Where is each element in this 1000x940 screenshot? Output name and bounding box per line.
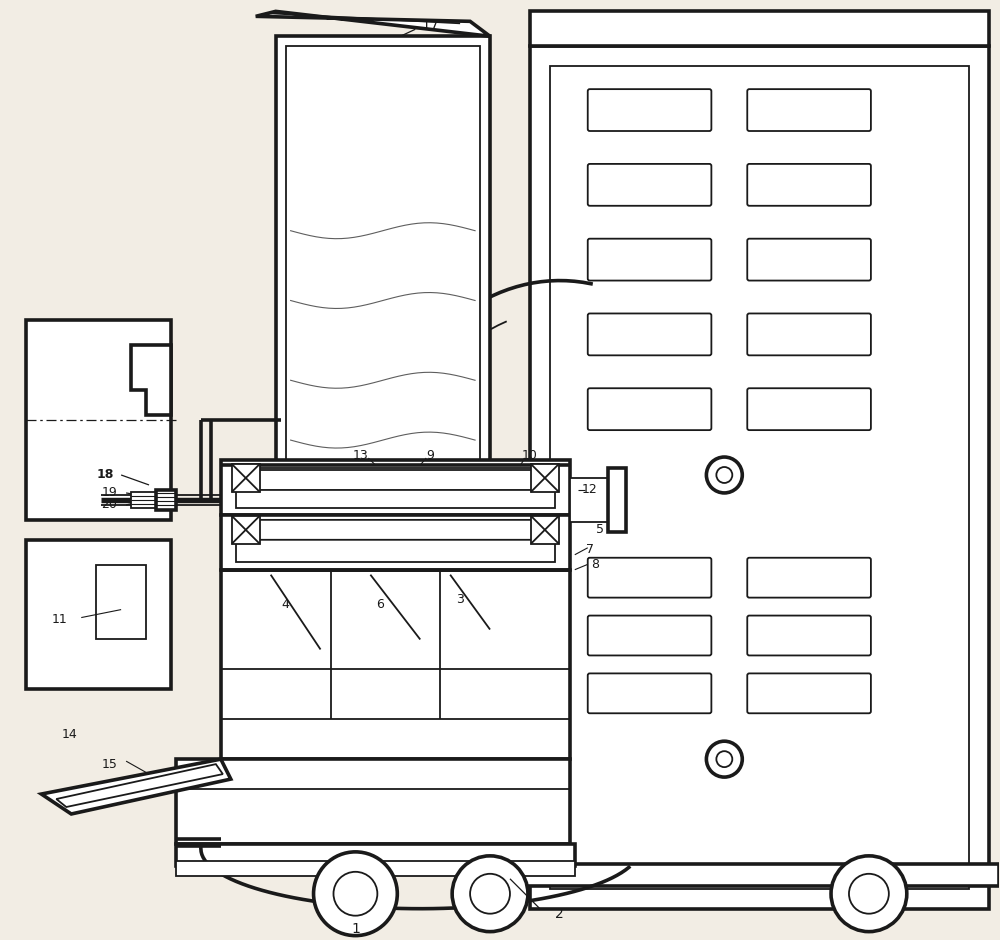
Bar [531, 516, 559, 543]
Text: 10: 10 [522, 448, 538, 462]
Polygon shape [246, 520, 545, 540]
FancyBboxPatch shape [588, 388, 711, 431]
FancyBboxPatch shape [747, 616, 871, 655]
Circle shape [706, 742, 742, 777]
Bar [490, 864, 999, 885]
Text: 9: 9 [426, 448, 434, 462]
Polygon shape [41, 760, 231, 814]
Circle shape [452, 855, 528, 932]
Bar [276, 37, 490, 500]
Text: 11: 11 [51, 613, 67, 626]
Bar [550, 66, 969, 888]
Polygon shape [530, 11, 989, 46]
FancyBboxPatch shape [747, 313, 871, 355]
Bar [286, 46, 480, 500]
FancyBboxPatch shape [747, 673, 871, 713]
Bar [570, 478, 610, 522]
FancyBboxPatch shape [747, 89, 871, 131]
FancyBboxPatch shape [588, 164, 711, 206]
Text: 4: 4 [282, 598, 290, 611]
FancyBboxPatch shape [588, 616, 711, 655]
Circle shape [333, 871, 377, 916]
FancyBboxPatch shape [588, 313, 711, 355]
FancyBboxPatch shape [747, 164, 871, 206]
FancyBboxPatch shape [588, 239, 711, 280]
Text: 18: 18 [96, 468, 114, 481]
FancyBboxPatch shape [747, 557, 871, 598]
Polygon shape [246, 470, 545, 490]
Text: 17: 17 [421, 20, 439, 33]
Text: 15: 15 [101, 758, 117, 771]
FancyBboxPatch shape [588, 673, 711, 713]
Bar [608, 468, 626, 532]
Text: 8: 8 [591, 558, 599, 572]
Polygon shape [56, 764, 223, 807]
Circle shape [314, 852, 397, 935]
Bar [530, 46, 989, 909]
Text: 14: 14 [61, 728, 77, 741]
Bar [221, 515, 570, 570]
Text: 12: 12 [582, 483, 598, 496]
Polygon shape [96, 565, 146, 639]
Text: 19: 19 [101, 486, 117, 499]
Polygon shape [131, 345, 171, 415]
Bar [236, 522, 555, 562]
Text: 7: 7 [586, 543, 594, 556]
Text: 20: 20 [101, 498, 117, 511]
FancyBboxPatch shape [588, 89, 711, 131]
Bar [176, 844, 575, 866]
Bar [232, 464, 260, 492]
Circle shape [470, 874, 510, 914]
FancyBboxPatch shape [747, 239, 871, 280]
Bar [176, 861, 575, 876]
Circle shape [849, 874, 889, 914]
Text: 2: 2 [555, 907, 564, 920]
Circle shape [716, 467, 732, 483]
Bar [221, 570, 570, 760]
Bar [221, 460, 570, 515]
Bar [131, 492, 156, 508]
Text: 6: 6 [376, 598, 384, 611]
Bar [26, 540, 171, 689]
Text: 5: 5 [596, 524, 604, 537]
FancyBboxPatch shape [747, 388, 871, 431]
Polygon shape [256, 11, 490, 37]
Circle shape [706, 457, 742, 493]
Text: 3: 3 [456, 593, 464, 606]
Circle shape [716, 751, 732, 767]
Text: 1: 1 [351, 921, 360, 935]
Bar [531, 464, 559, 492]
Circle shape [831, 855, 907, 932]
Bar [176, 760, 570, 844]
Bar [232, 516, 260, 543]
Bar [236, 468, 555, 508]
Text: 13: 13 [353, 448, 368, 462]
FancyBboxPatch shape [588, 557, 711, 598]
Bar [156, 490, 176, 509]
Bar [26, 321, 171, 520]
